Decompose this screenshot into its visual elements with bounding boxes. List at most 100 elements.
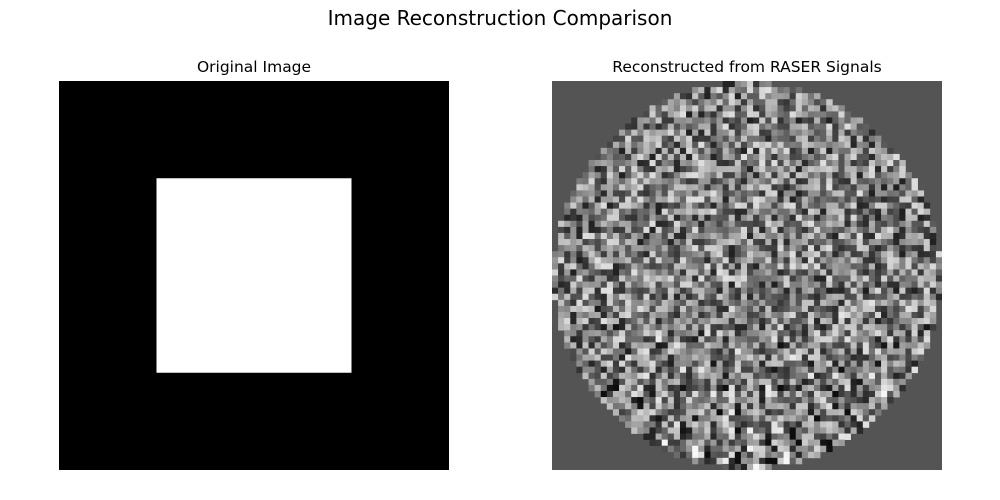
heatmap-cell <box>850 263 858 270</box>
heatmap-cell <box>661 196 669 203</box>
heatmap-cell <box>789 196 797 203</box>
heatmap-cell <box>740 99 748 106</box>
heatmap-cell <box>789 403 797 410</box>
heatmap-cell <box>807 445 815 453</box>
heatmap-cell <box>728 397 736 404</box>
heatmap-cell <box>728 336 736 343</box>
heatmap-cell <box>911 299 918 307</box>
heatmap-cell <box>832 305 839 313</box>
heatmap-cell <box>777 287 784 295</box>
heatmap-cell <box>716 457 723 465</box>
heatmap-cell <box>582 342 589 349</box>
heatmap-cell <box>612 202 620 209</box>
heatmap-cell <box>905 196 912 203</box>
heatmap-cell <box>844 117 851 124</box>
heatmap-cell <box>838 421 845 428</box>
heatmap-cell <box>625 245 632 252</box>
heatmap-cell <box>807 415 815 422</box>
heatmap-cell <box>679 415 687 422</box>
heatmap-cell <box>807 226 815 234</box>
heatmap-cell <box>771 330 778 337</box>
heatmap-cell <box>795 366 803 374</box>
heatmap-cell <box>753 421 760 428</box>
heatmap-cell <box>679 336 687 343</box>
heatmap-cell <box>899 330 906 337</box>
heatmap-cell <box>734 439 742 447</box>
heatmap-cell <box>606 147 614 155</box>
heatmap-cell <box>728 196 736 203</box>
heatmap-cell <box>929 287 937 295</box>
heatmap-cell <box>606 330 614 337</box>
heatmap-cell <box>838 287 845 295</box>
heatmap-cell <box>631 263 638 270</box>
heatmap-cell <box>789 123 797 130</box>
heatmap-cell <box>661 330 669 337</box>
heatmap-cell <box>868 135 876 143</box>
heatmap-cell <box>734 445 742 453</box>
heatmap-cell <box>698 445 705 453</box>
heatmap-cell <box>820 257 827 264</box>
heatmap-cell <box>625 153 632 161</box>
heatmap-cell <box>612 220 620 228</box>
heatmap-cell <box>759 324 766 331</box>
heatmap-cell <box>862 153 870 161</box>
heatmap-cell <box>606 305 614 313</box>
heatmap-cell <box>935 263 942 270</box>
heatmap-cell <box>807 202 815 209</box>
heatmap-cell <box>753 141 760 149</box>
heatmap-cell <box>856 397 864 404</box>
heatmap-cell <box>844 360 851 368</box>
heatmap-cell <box>807 257 815 264</box>
heatmap-cell <box>612 196 620 203</box>
heatmap-cell <box>850 202 858 209</box>
heatmap-cell <box>619 135 626 143</box>
heatmap-cell <box>814 397 821 404</box>
heatmap-cell <box>838 372 845 380</box>
heatmap-cell <box>649 232 656 240</box>
heatmap-cell <box>881 293 888 301</box>
heatmap-cell <box>814 342 821 349</box>
heatmap-cell <box>856 226 864 234</box>
heatmap-cell <box>862 147 870 155</box>
heatmap-cell <box>814 330 821 337</box>
heatmap-cell <box>905 263 912 270</box>
heatmap-cell <box>722 348 730 355</box>
heatmap-cell <box>728 226 736 234</box>
heatmap-cell <box>838 293 845 301</box>
heatmap-cell <box>643 123 650 130</box>
heatmap-cell <box>637 166 644 173</box>
heatmap-cell <box>777 226 784 234</box>
heatmap-cell <box>692 457 699 465</box>
heatmap-cell <box>887 208 894 216</box>
heatmap-cell <box>606 178 614 185</box>
heatmap-cell <box>649 330 656 337</box>
heatmap-cell <box>765 275 772 282</box>
heatmap-cell <box>692 196 699 203</box>
heatmap-cell <box>606 220 614 228</box>
heatmap-cell <box>686 336 693 343</box>
heatmap-cell <box>765 378 772 386</box>
heatmap-cell <box>710 257 717 264</box>
heatmap-cell <box>789 251 797 258</box>
heatmap-cell <box>637 427 644 434</box>
heatmap-cell <box>887 342 894 349</box>
heatmap-cell <box>692 239 699 246</box>
heatmap-cell <box>667 153 675 161</box>
heatmap-cell <box>832 384 839 392</box>
heatmap-cell <box>698 318 705 325</box>
heatmap-cell <box>649 324 656 331</box>
heatmap-cell <box>698 354 705 361</box>
heatmap-cell <box>661 269 669 276</box>
heatmap-cell <box>850 336 858 343</box>
heatmap-cell <box>759 190 766 197</box>
heatmap-cell <box>686 123 693 130</box>
heatmap-cell <box>600 342 608 349</box>
heatmap-cell <box>783 160 790 167</box>
heatmap-cell <box>893 257 900 264</box>
heatmap-cell <box>740 105 748 112</box>
heatmap-cell <box>643 354 650 361</box>
heatmap-cell <box>667 372 675 380</box>
heatmap-cell <box>838 275 845 282</box>
heatmap-cell <box>722 172 730 179</box>
heatmap-cell <box>747 342 754 349</box>
